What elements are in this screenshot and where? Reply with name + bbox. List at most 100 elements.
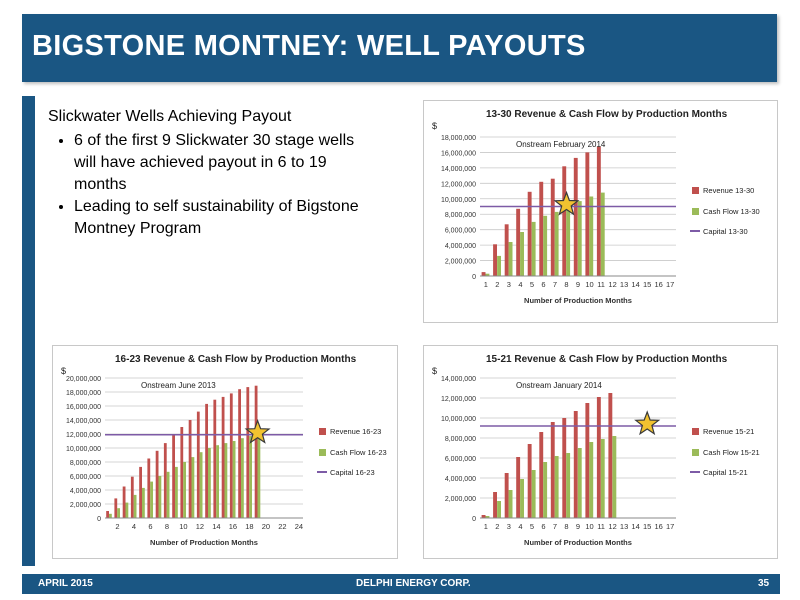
revenue-bar: [573, 157, 578, 276]
revenue-bar: [504, 473, 509, 518]
cash-flow-bar: [566, 205, 571, 276]
cash-flow-bar: [520, 232, 524, 276]
y-tick-label: 14,000,000: [441, 376, 476, 383]
y-tick-label: 0: [97, 516, 101, 523]
x-tick-label: 2: [495, 522, 499, 531]
y-tick-label: 20,000,000: [66, 376, 101, 383]
cash-flow-bar: [520, 479, 524, 518]
legend-label-revenue: Revenue 13-30: [703, 186, 754, 195]
legend-swatch-cash-flow: [319, 449, 326, 456]
x-axis-label: Number of Production Months: [524, 538, 632, 547]
title-bar: BIGSTONE MONTNEY: WELL PAYOUTS: [22, 14, 777, 82]
y-tick-label: 2,000,000: [70, 502, 101, 509]
revenue-bar: [527, 191, 532, 276]
chart-13-30-svg: 13-30 Revenue & Cash Flow by Production …: [432, 109, 760, 305]
revenue-bar: [122, 486, 126, 518]
x-tick-label: 5: [530, 280, 534, 289]
y-tick-label: 8,000,000: [70, 460, 101, 467]
x-tick-label: 14: [631, 522, 639, 531]
cash-flow-bar: [175, 466, 178, 518]
chart-title: 13-30 Revenue & Cash Flow by Production …: [486, 109, 728, 120]
cash-flow-bar: [600, 192, 605, 276]
x-tick-label: 14: [212, 522, 220, 531]
cash-flow-bar: [183, 462, 186, 518]
x-tick-label: 5: [530, 522, 534, 531]
chart-15-21: 15-21 Revenue & Cash Flow by Production …: [423, 345, 778, 559]
chart-title: 15-21 Revenue & Cash Flow by Production …: [486, 354, 728, 365]
revenue-bar: [180, 427, 184, 518]
cash-flow-bar: [531, 470, 536, 518]
y-tick-label: 6,000,000: [70, 474, 101, 481]
x-tick-label: 7: [553, 280, 557, 289]
chart-annotation: Onstream February 2014: [516, 140, 606, 149]
cash-flow-bar: [249, 436, 252, 518]
legend-swatch-cash-flow: [692, 208, 699, 215]
chart-annotation: Onstream January 2014: [516, 381, 602, 390]
cash-flow-bar: [257, 434, 261, 518]
revenue-bar: [172, 435, 175, 518]
revenue-bar: [254, 385, 258, 518]
y-tick-label: 10,000,000: [441, 197, 476, 204]
legend-swatch-cash-flow: [692, 449, 699, 456]
cash-flow-bar: [166, 471, 170, 518]
x-axis-label: Number of Production Months: [524, 296, 632, 305]
chart-13-30: 13-30 Revenue & Cash Flow by Production …: [423, 100, 778, 323]
x-tick-label: 7: [553, 522, 557, 531]
legend-swatch-revenue: [692, 428, 699, 435]
legend-label-revenue: Revenue 16-23: [330, 427, 381, 436]
revenue-bar: [527, 444, 532, 518]
legend-label-cash-flow: Cash Flow 13-30: [703, 207, 760, 216]
x-tick-label: 3: [507, 280, 511, 289]
x-tick-label: 1: [484, 280, 488, 289]
legend-label-cash-flow: Cash Flow 15-21: [703, 448, 760, 457]
x-tick-label: 12: [196, 522, 204, 531]
cash-flow-bar: [497, 501, 501, 518]
revenue-bar: [516, 457, 521, 518]
x-tick-label: 13: [620, 280, 628, 289]
x-tick-label: 17: [666, 522, 674, 531]
y-tick-label: 8,000,000: [445, 436, 476, 443]
footer-company: DELPHI ENERGY CORP.: [356, 578, 471, 589]
cash-flow-bar: [117, 508, 120, 518]
revenue-bar: [238, 389, 241, 518]
y-tick-label: 12,000,000: [441, 396, 476, 403]
x-tick-label: 18: [245, 522, 253, 531]
y-tick-label: 14,000,000: [66, 418, 101, 425]
y-tick-label: 0: [472, 516, 476, 523]
revenue-bar: [585, 403, 590, 518]
revenue-bar: [481, 515, 486, 518]
revenue-bar: [147, 458, 151, 518]
revenue-bar: [114, 498, 118, 518]
y-axis-label: $: [432, 366, 437, 376]
cash-flow-bar: [508, 242, 513, 276]
x-tick-label: 12: [608, 280, 616, 289]
body-heading: Slickwater Wells Achieving Payout: [48, 108, 292, 125]
cash-flow-bar: [142, 487, 145, 518]
x-tick-label: 10: [585, 522, 593, 531]
chart-16-23: 16-23 Revenue & Cash Flow by Production …: [52, 345, 398, 559]
chart-title: 16-23 Revenue & Cash Flow by Production …: [115, 354, 357, 365]
footer-page-number: 35: [758, 578, 770, 589]
revenue-bar: [106, 511, 109, 518]
revenue-bar: [585, 152, 590, 276]
y-tick-label: 18,000,000: [441, 135, 476, 142]
x-tick-label: 8: [564, 280, 568, 289]
cash-flow-bar: [508, 490, 513, 518]
x-tick-label: 6: [541, 280, 545, 289]
y-tick-label: 14,000,000: [441, 166, 476, 173]
x-tick-label: 2: [495, 280, 499, 289]
text-block: Slickwater Wells Achieving Payout 6 of t…: [48, 106, 378, 240]
revenue-bar: [562, 166, 567, 276]
cash-flow-bar: [224, 443, 228, 518]
x-tick-label: 11: [597, 522, 605, 531]
y-tick-label: 8,000,000: [445, 212, 476, 219]
cash-flow-bar: [241, 438, 244, 518]
revenue-bar: [155, 450, 159, 518]
revenue-bar: [573, 411, 578, 518]
y-tick-label: 4,000,000: [445, 476, 476, 483]
revenue-bar: [229, 393, 233, 518]
revenue-bar: [504, 224, 509, 276]
revenue-bar: [550, 178, 555, 276]
cash-flow-bar: [600, 439, 605, 518]
cash-flow-bar: [589, 196, 594, 276]
